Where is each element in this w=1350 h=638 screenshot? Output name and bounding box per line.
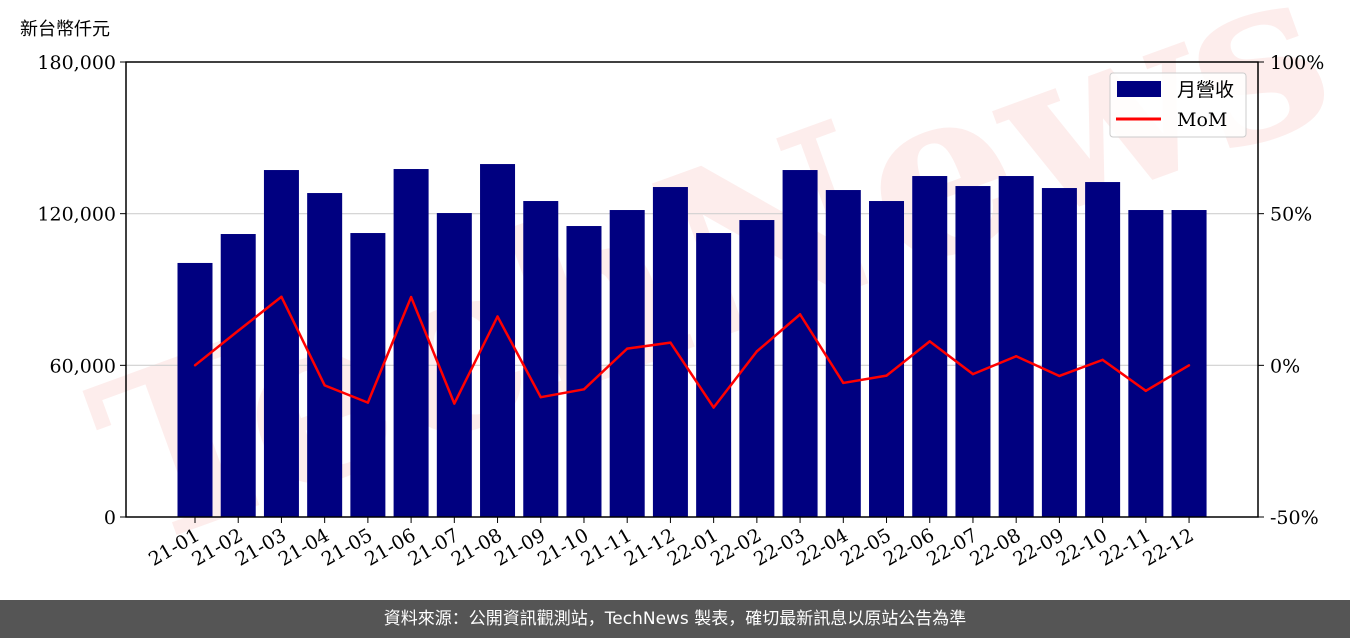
revenue-bar — [307, 193, 343, 518]
revenue-bar — [912, 176, 948, 517]
legend-line-label: MoM — [1177, 109, 1227, 131]
mom-point — [496, 315, 499, 318]
mom-point — [842, 381, 845, 385]
mom-point — [626, 347, 629, 350]
source-footer: 資料來源：公開資訊觀測站，TechNews 製表，確切最新訊息以原站公告為準 — [0, 600, 1350, 638]
legend-bar-label: 月營收 — [1177, 79, 1234, 101]
y-right-tick-label: 100% — [1270, 52, 1324, 74]
revenue-chart: TechNews 060,000120,000180,000-50%0%50%1… — [37, 0, 1350, 600]
revenue-bar — [782, 170, 818, 517]
mom-point — [453, 402, 456, 405]
revenue-bar — [1128, 210, 1164, 517]
mom-point — [323, 384, 326, 387]
revenue-bar — [1085, 182, 1121, 517]
revenue-bar — [436, 213, 472, 517]
y-right-tick-label: -50% — [1270, 507, 1319, 529]
revenue-bar — [955, 186, 991, 517]
mom-point — [712, 406, 715, 409]
mom-point — [1187, 364, 1191, 367]
mom-point — [1101, 358, 1104, 362]
y-right-tick-label: 0% — [1270, 355, 1300, 377]
revenue-bar — [1171, 210, 1207, 517]
revenue-bar — [652, 187, 688, 517]
mom-point — [755, 350, 759, 353]
mom-point — [539, 395, 542, 399]
mom-point — [928, 340, 931, 343]
mom-point — [1144, 389, 1148, 393]
mom-point — [885, 374, 888, 377]
mom-point — [237, 329, 240, 332]
legend: 月營收 MoM — [1109, 72, 1247, 138]
mom-point — [409, 295, 413, 299]
revenue-bar — [523, 201, 559, 517]
y-left-tick-label: 120,000 — [37, 204, 116, 226]
revenue-bar — [566, 226, 602, 517]
mom-line — [194, 295, 1190, 409]
mom-point — [582, 388, 586, 391]
y-right-tick-label: 50% — [1270, 204, 1312, 226]
revenue-bar — [869, 201, 905, 517]
revenue-bar — [1041, 188, 1077, 517]
revenue-bar — [263, 170, 299, 517]
revenue-bar — [825, 190, 861, 517]
mom-point — [1058, 374, 1061, 378]
revenue-bar — [220, 234, 256, 518]
mom-point — [280, 295, 283, 298]
revenue-bar — [609, 210, 645, 517]
plot-frame — [125, 61, 1259, 518]
y-left-tick-label: 180,000 — [37, 52, 116, 74]
mom-point — [798, 313, 802, 316]
y-left-tick-label: 0 — [104, 507, 116, 529]
revenue-bar — [393, 169, 429, 517]
mom-point — [366, 401, 370, 404]
y-left-tick-label: 60,000 — [50, 355, 116, 377]
revenue-bar — [177, 262, 213, 517]
mom-point — [1014, 355, 1018, 358]
revenue-bar — [696, 233, 732, 517]
revenue-bar — [998, 176, 1034, 517]
mom-point — [193, 364, 197, 367]
legend-bar-swatch — [1117, 81, 1161, 97]
y-axis-unit-label: 新台幣仟元 — [20, 19, 110, 40]
mom-point — [669, 341, 672, 344]
x-tick-label: 22-12 — [1139, 524, 1197, 570]
mom-point — [971, 372, 975, 376]
